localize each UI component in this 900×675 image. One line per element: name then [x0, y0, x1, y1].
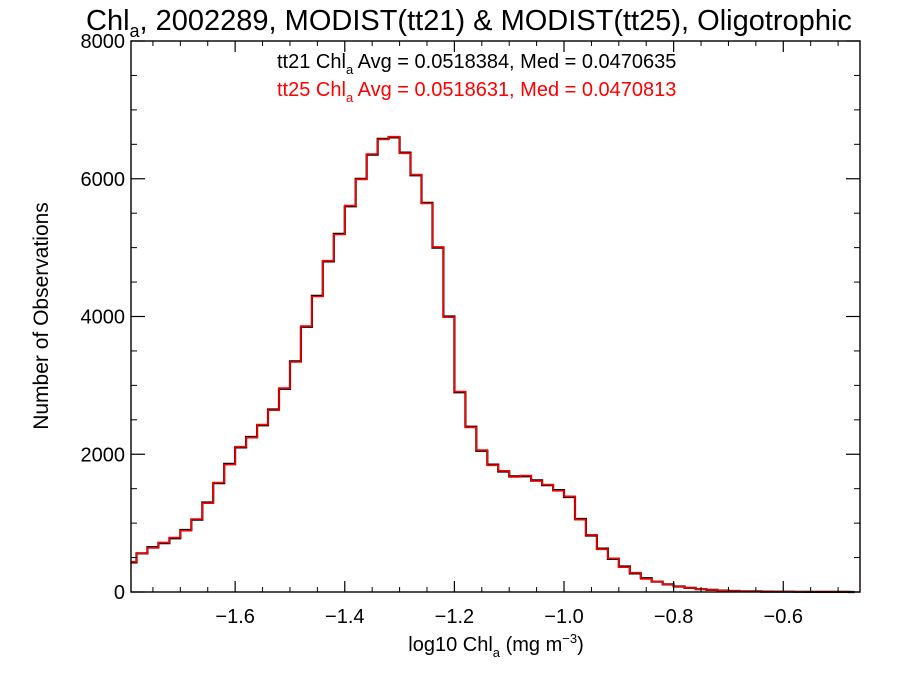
y-tick-label: 8000: [81, 31, 126, 53]
x-tick-label: −1.0: [544, 606, 583, 628]
annotation-tt21: tt21 Chla Avg = 0.0518384, Med = 0.04706…: [277, 51, 676, 77]
tick-layer: −1.6 −1.4 −1.2 −1.0 −0.8 −0.6 0 2000 4000 6000 800…: [81, 31, 860, 628]
annotation-tt21-sub: a: [346, 62, 354, 77]
x-axis-label-pre: log10 Chl: [408, 634, 493, 656]
x-tick-label: −1.4: [325, 606, 364, 628]
x-axis-label: log10 Chla (mg m−3): [408, 631, 583, 660]
x-tick-label: −1.2: [435, 606, 474, 628]
x-tick-label: −0.6: [764, 606, 803, 628]
annotation-tt25-sub: a: [346, 90, 354, 105]
annotation-tt25: tt25 Chla Avg = 0.0518631, Med = 0.04708…: [277, 79, 676, 105]
x-axis-label-sup: −3: [562, 631, 577, 646]
y-tick-label: 6000: [81, 169, 126, 191]
annotation-tt21-post: Avg = 0.0518384, Med = 0.0470635: [353, 51, 676, 73]
annotation-tt21-pre: tt21 Chl: [277, 51, 346, 73]
x-axis-label-sub: a: [493, 645, 501, 660]
y-tick-label: 2000: [81, 444, 126, 466]
chart-title-sub: a: [130, 21, 141, 41]
y-tick-label: 0: [114, 582, 125, 604]
series-layer: [131, 135, 855, 594]
chart-title-main: Chl: [86, 5, 130, 37]
chart-title-rest: , 2002289, MODIST(tt21) & MODIST(tt25), …: [140, 5, 852, 37]
plot-frame: [130, 40, 861, 593]
annotation-tt25-post: Avg = 0.0518631, Med = 0.0470813: [353, 79, 676, 101]
series-line-0: [131, 136, 855, 594]
y-axis-label: Number of Observations: [30, 202, 53, 430]
y-tick-label: 4000: [81, 307, 126, 329]
x-tick-label: −0.8: [654, 606, 693, 628]
x-axis-label-post: ): [577, 634, 584, 656]
x-tick-label: −1.6: [215, 606, 254, 628]
x-axis-label-mid: (mg m: [500, 634, 562, 656]
chart-title: Chla, 2002289, MODIST(tt21) & MODIST(tt2…: [86, 5, 852, 41]
annotation-tt25-pre: tt25 Chl: [277, 79, 346, 101]
series-line-1: [131, 135, 855, 593]
